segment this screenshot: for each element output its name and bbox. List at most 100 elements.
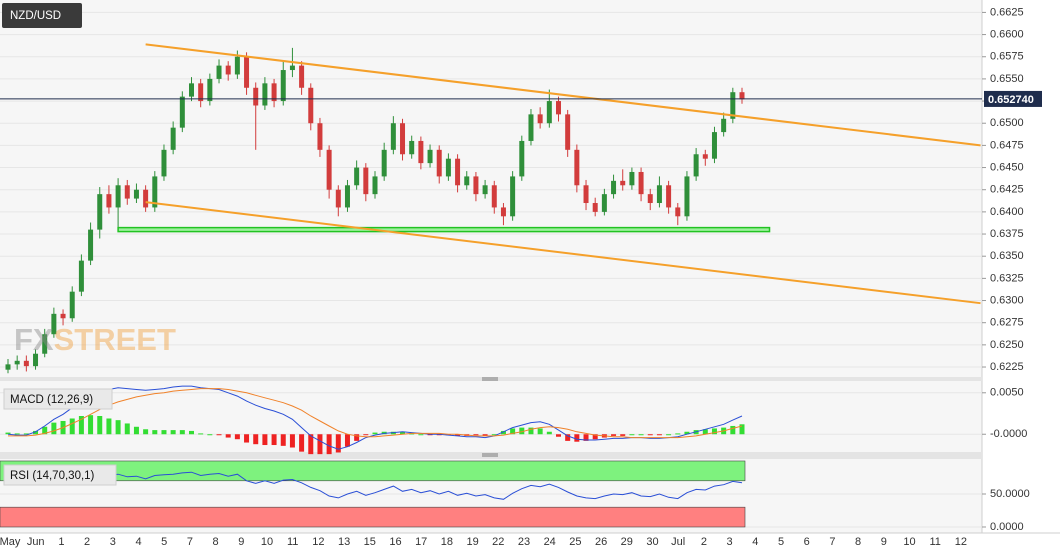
candle-body [143,189,149,208]
candle-body [189,83,194,97]
candle-body [464,176,470,186]
x-tick-label: 19 [466,536,478,548]
candle-body [14,360,20,365]
histogram-bar [33,430,39,435]
candle-body [455,158,461,186]
candle-body [556,101,561,115]
x-tick-label: 8 [213,536,219,548]
candle-body [262,83,268,106]
splitter-bar[interactable] [0,377,982,381]
candle-body [216,65,222,79]
candle-body [390,123,396,150]
candle-body [198,83,204,102]
candle-body [51,313,57,335]
x-tick-label: May [0,536,21,548]
pane-splitter[interactable] [0,377,982,381]
y-tick-label: 0.6250 [990,339,1024,351]
indicator-line [7,385,743,450]
x-tick-label: 5 [161,536,167,548]
candle-body [583,185,589,204]
candle-body [97,194,103,230]
candle-body [611,180,617,195]
candle-body [693,154,699,177]
candle-body [565,114,571,150]
candle-body [372,176,378,195]
candle-body [124,185,130,199]
histogram-bar [69,418,75,435]
trendline [145,43,981,147]
histogram-bar [473,434,479,436]
y-tick-label: 50.0000 [990,488,1030,500]
histogram-bar [400,431,406,435]
candle-body [115,185,121,208]
histogram-bar [179,430,185,435]
indicator-line [8,388,743,439]
histogram-bar [675,433,681,435]
x-tick-label: 11 [287,536,298,548]
histogram-bar [143,429,149,435]
histogram-bar [262,434,268,446]
histogram-bar [225,434,231,438]
histogram-bar [519,427,525,435]
candle-body [675,207,681,217]
y-tick-label: 0.6475 [990,139,1024,151]
candle-body [620,180,626,186]
candle-body [317,123,323,150]
candle-body [133,189,139,199]
candle-body [234,56,240,75]
candle-body [519,140,525,177]
histogram-bar [638,434,644,436]
candle-body [730,92,736,119]
candle-body [592,203,598,212]
histogram-bar [115,420,121,435]
symbol-box [2,3,82,28]
histogram-bar [491,434,497,436]
candle-body [42,334,48,354]
candle-body [409,140,415,155]
pane-label-box [3,464,117,486]
candle-body [344,185,350,208]
x-tick-label: 12 [955,536,967,548]
histogram-bar [656,434,662,436]
candle-body [5,364,11,370]
candle-body [326,149,332,190]
pane-splitter[interactable] [0,452,982,459]
histogram-bar [666,434,672,436]
histogram-bar [611,434,617,436]
x-tick-label: 15 [364,536,376,548]
candle-body [179,96,185,128]
candle-body [152,176,158,208]
x-tick-label: 13 [338,536,350,548]
x-tick-label: 3 [110,536,116,548]
histogram-bar [317,434,323,455]
candle-body [436,149,442,177]
x-tick-label: 2 [84,536,90,548]
watermark: FXSTREET [14,322,176,357]
histogram-bar [702,429,708,435]
candle-body [684,176,690,217]
y-tick-label: 0.6625 [990,6,1024,18]
candle-body [427,149,433,164]
candle-body [702,154,708,159]
support-line [117,226,771,233]
histogram-bar [189,430,194,435]
y-tick-label: 0.6300 [990,294,1024,306]
x-tick-label: 9 [881,536,887,548]
histogram-bar [427,434,433,436]
y-tick-label: 0.6275 [990,317,1024,329]
x-tick-label: 22 [492,536,504,548]
histogram-bar [418,434,424,436]
x-tick-label: 7 [829,536,835,548]
histogram-bar [354,434,360,441]
y-tick-label: 0.6325 [990,272,1024,284]
candle-body [647,194,653,204]
histogram-bar [289,434,295,448]
histogram-bar [5,432,11,435]
trendline [145,201,981,305]
candle-body [473,176,479,195]
x-tick-label: 4 [135,536,141,548]
histogram-bar [537,428,543,435]
histogram-bar [620,434,626,436]
candle-body [225,65,231,75]
